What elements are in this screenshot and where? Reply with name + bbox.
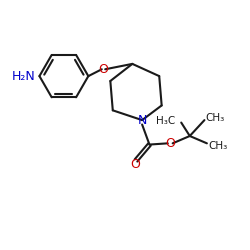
Text: CH₃: CH₃ <box>208 141 227 151</box>
Text: N: N <box>138 114 147 126</box>
Text: O: O <box>130 158 140 171</box>
Text: H₃C: H₃C <box>156 116 175 126</box>
Text: O: O <box>165 137 175 150</box>
Text: CH₃: CH₃ <box>206 113 225 123</box>
Text: H₂N: H₂N <box>12 70 36 82</box>
Text: O: O <box>98 63 108 76</box>
